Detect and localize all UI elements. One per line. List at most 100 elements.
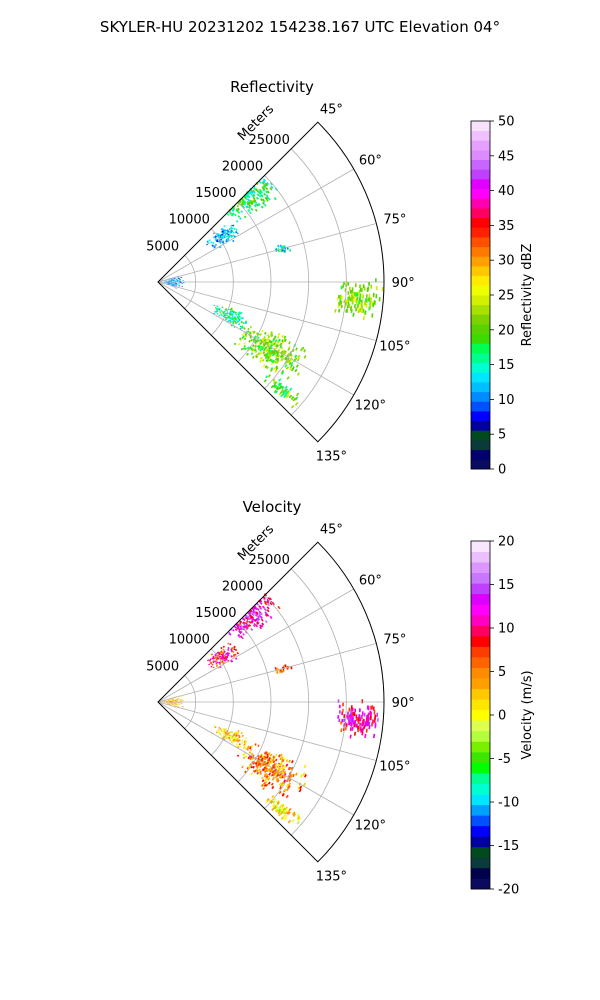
colorbar-swatch	[471, 846, 490, 858]
echo-gate	[170, 699, 173, 700]
echo-gate	[253, 623, 257, 626]
colorbar-swatch	[471, 604, 490, 616]
echo-gate	[260, 762, 264, 765]
echo-gate	[280, 816, 285, 820]
echo-gate	[274, 339, 278, 343]
echo-field	[161, 593, 379, 825]
echo-gate	[169, 704, 172, 705]
echo-cluster	[233, 325, 307, 380]
colorbar-swatch	[471, 314, 490, 325]
radial-tick-label: 15000	[195, 606, 236, 621]
echo-gate	[253, 619, 257, 622]
echo-gate	[172, 704, 175, 705]
echo-gate	[174, 700, 177, 701]
echo-gate	[369, 305, 372, 310]
echo-gate	[291, 819, 295, 823]
echo-gate	[259, 765, 262, 768]
echo-gate	[237, 215, 241, 218]
azimuth-spoke	[157, 168, 354, 283]
echo-gate	[248, 764, 252, 768]
azimuth-spoke	[157, 588, 354, 703]
echo-gate	[266, 598, 270, 602]
echo-gate	[365, 717, 368, 722]
echo-gate	[290, 358, 294, 362]
echo-gate	[261, 329, 264, 333]
echo-gate	[270, 359, 273, 363]
echo-gate	[283, 757, 286, 761]
echo-gate	[253, 187, 257, 191]
echo-gate	[349, 734, 352, 739]
colorbar-swatch	[471, 150, 490, 161]
echo-gate	[281, 339, 284, 343]
echo-gate	[258, 768, 261, 772]
colorbar-swatch	[471, 572, 490, 584]
echo-gate	[251, 612, 255, 616]
echo-gate	[346, 714, 349, 719]
echo-gate	[235, 231, 238, 234]
colorbar-swatch	[471, 794, 490, 806]
echo-gate	[247, 191, 251, 195]
echo-gate	[230, 307, 233, 310]
echo-gate	[257, 615, 260, 619]
echo-gate	[173, 704, 175, 705]
echo-gate	[295, 347, 298, 351]
colorbar-swatch	[471, 551, 490, 563]
colorbar-tick-label: 10	[498, 622, 515, 637]
echo-gate	[267, 597, 271, 601]
echo-gate	[164, 700, 166, 701]
echo-gate	[172, 283, 175, 285]
colorbar-swatch	[471, 459, 490, 470]
echo-gate	[256, 193, 260, 197]
radial-tick-label: 5000	[146, 659, 179, 674]
echo-gate	[375, 286, 378, 291]
echo-gate	[241, 739, 244, 742]
echo-gate	[176, 699, 179, 701]
echo-gate	[210, 665, 213, 668]
echo-gate	[231, 660, 234, 663]
echo-gate	[227, 732, 230, 735]
echo-gate	[283, 335, 287, 339]
echo-gate	[218, 652, 221, 655]
echo-gate	[249, 325, 253, 329]
echo-gate	[340, 720, 343, 725]
echo-gate	[285, 366, 289, 370]
echo-gate	[257, 755, 260, 758]
echo-gate	[265, 190, 269, 194]
echo-gate	[232, 224, 235, 227]
echo-gate	[177, 276, 179, 278]
echo-gate	[220, 646, 223, 650]
echo-gate	[245, 335, 248, 338]
echo-gate	[340, 285, 343, 290]
echo-gate	[212, 666, 215, 669]
echo-gate	[253, 770, 257, 773]
echo-gate	[283, 788, 287, 792]
echo-gate	[264, 182, 268, 186]
echo-gate	[240, 741, 244, 744]
echo-gate	[220, 651, 223, 654]
echo-gate	[266, 798, 270, 802]
echo-gate	[281, 369, 285, 374]
echo-gate	[338, 302, 341, 307]
echo-gate	[348, 296, 351, 301]
echo-gate	[223, 654, 227, 658]
radial-tick-label: 20000	[222, 579, 263, 594]
echo-gate	[361, 711, 364, 716]
echo-gate	[350, 705, 353, 709]
echo-gate	[359, 284, 361, 289]
azimuth-spoke	[157, 223, 377, 283]
echo-gate	[207, 659, 210, 662]
echo-gate	[264, 365, 268, 369]
echo-gate	[340, 300, 343, 305]
echo-gate	[220, 313, 223, 315]
echo-gate	[256, 203, 260, 207]
echo-gate	[262, 201, 265, 205]
echo-gate	[227, 648, 230, 652]
echo-gate	[232, 629, 235, 632]
echo-gate	[222, 645, 225, 648]
echo-gate	[279, 757, 283, 761]
echo-gate	[261, 345, 265, 349]
echo-gate	[175, 703, 177, 705]
echo-gate	[271, 770, 275, 774]
echo-gate	[268, 354, 272, 358]
echo-gate	[291, 773, 294, 777]
